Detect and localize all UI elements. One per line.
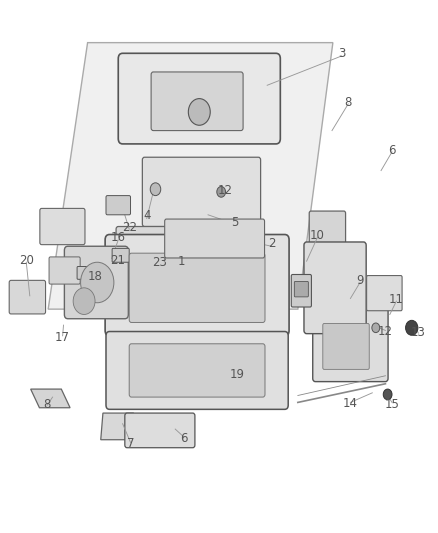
FancyBboxPatch shape [367, 276, 402, 311]
FancyBboxPatch shape [294, 281, 308, 297]
Text: 18: 18 [88, 270, 103, 283]
FancyBboxPatch shape [142, 157, 261, 227]
FancyBboxPatch shape [105, 235, 289, 336]
FancyBboxPatch shape [291, 274, 311, 307]
Text: 2: 2 [268, 237, 276, 250]
Text: 5: 5 [231, 216, 238, 229]
Circle shape [188, 99, 210, 125]
FancyBboxPatch shape [151, 72, 243, 131]
Text: 12: 12 [218, 184, 233, 197]
Text: 14: 14 [343, 397, 358, 410]
Text: 23: 23 [152, 256, 167, 269]
Text: 13: 13 [411, 326, 426, 339]
Text: 8: 8 [44, 398, 51, 410]
FancyBboxPatch shape [313, 285, 388, 382]
Text: 1: 1 [178, 255, 186, 268]
FancyBboxPatch shape [64, 246, 128, 319]
Circle shape [150, 183, 161, 196]
Text: 9: 9 [356, 274, 364, 287]
FancyBboxPatch shape [129, 344, 265, 397]
Circle shape [406, 320, 418, 335]
Text: 6: 6 [180, 432, 188, 445]
Text: 15: 15 [385, 398, 399, 410]
FancyBboxPatch shape [125, 413, 195, 448]
Text: 6: 6 [388, 144, 396, 157]
Text: 7: 7 [127, 437, 134, 450]
Text: 22: 22 [122, 221, 137, 233]
Text: 11: 11 [389, 293, 404, 306]
Text: 16: 16 [111, 231, 126, 244]
Text: 20: 20 [19, 254, 34, 267]
Polygon shape [101, 413, 134, 440]
Polygon shape [31, 389, 70, 408]
Text: 17: 17 [55, 332, 70, 344]
Text: 8: 8 [345, 96, 352, 109]
FancyBboxPatch shape [112, 248, 129, 262]
Polygon shape [48, 43, 333, 309]
FancyBboxPatch shape [129, 253, 265, 322]
FancyBboxPatch shape [106, 332, 288, 409]
FancyBboxPatch shape [304, 242, 366, 334]
FancyBboxPatch shape [49, 257, 80, 284]
Circle shape [372, 323, 380, 333]
FancyBboxPatch shape [118, 53, 280, 144]
Circle shape [81, 262, 114, 303]
FancyBboxPatch shape [106, 196, 131, 215]
Circle shape [73, 288, 95, 314]
FancyBboxPatch shape [9, 280, 46, 314]
Circle shape [383, 389, 392, 400]
Circle shape [217, 187, 226, 197]
Text: 19: 19 [230, 368, 245, 381]
FancyBboxPatch shape [77, 266, 91, 279]
FancyBboxPatch shape [165, 219, 265, 258]
Text: 12: 12 [378, 325, 393, 338]
FancyBboxPatch shape [323, 324, 369, 369]
Text: 4: 4 [143, 209, 151, 222]
Text: 21: 21 [110, 254, 125, 267]
FancyBboxPatch shape [309, 211, 346, 263]
Text: 10: 10 [310, 229, 325, 242]
Text: 3: 3 [338, 47, 345, 60]
FancyBboxPatch shape [116, 227, 243, 301]
FancyBboxPatch shape [40, 208, 85, 245]
